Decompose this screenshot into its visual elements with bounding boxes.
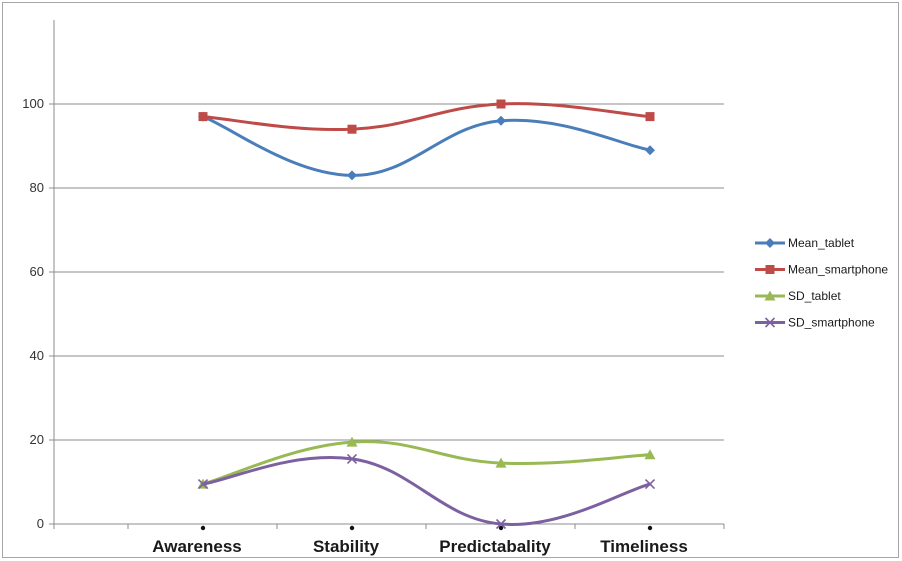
series-mean-tablet — [198, 111, 655, 181]
data-point-sd-smartphone — [346, 453, 358, 464]
x-category-label: Timeliness — [600, 537, 688, 556]
series-lines — [197, 99, 656, 530]
series-line-mean-smartphone — [201, 102, 652, 132]
x-category-label: Awareness — [152, 537, 241, 556]
category-dot — [498, 525, 504, 531]
legend-item-mean-tablet: Mean_tablet — [755, 236, 855, 250]
legend-label: Mean_tablet — [788, 236, 855, 250]
legend-label: SD_tablet — [788, 289, 841, 303]
data-point-sd-smartphone — [197, 479, 209, 490]
series-mean-smartphone — [198, 99, 655, 134]
x-category-labels: Awareness Stability Predictabality Timeline… — [152, 525, 688, 556]
category-dot — [647, 525, 653, 531]
series-line-sd-smartphone — [201, 456, 652, 526]
data-point-sd-tablet — [644, 449, 656, 460]
y-tick-label: 100 — [22, 96, 44, 111]
data-point-mean-tablet — [496, 115, 506, 126]
category-dot — [200, 525, 206, 531]
data-point-mean-smartphone — [496, 99, 506, 109]
y-tick-label: 0 — [37, 516, 44, 531]
y-tick-label: 60 — [30, 264, 44, 279]
data-point-mean-tablet — [645, 145, 655, 156]
legend-item-sd-tablet: SD_tablet — [755, 289, 841, 303]
legend: Mean_tablet Mean_smartphone SD_tablet SD_sm… — [755, 236, 888, 330]
series-sd-smartphone — [197, 453, 656, 530]
data-point-mean-smartphone — [198, 112, 208, 122]
data-point-mean-tablet — [347, 170, 357, 181]
data-point-sd-tablet — [346, 436, 358, 447]
x-category-label: Predictabality — [439, 537, 551, 556]
legend-marker — [765, 238, 775, 248]
y-tick-label: 40 — [30, 348, 44, 363]
legend-marker — [765, 265, 775, 274]
y-tick-labels: 0 20 40 60 80 100 — [22, 96, 44, 531]
legend-item-sd-smartphone: SD_smartphone — [755, 316, 875, 330]
series-line-sd-tablet — [201, 440, 652, 486]
data-point-mean-smartphone — [645, 112, 655, 122]
series-sd-tablet — [197, 436, 656, 489]
category-dot — [349, 525, 355, 531]
legend-item-mean-smartphone: Mean_smartphone — [755, 263, 888, 277]
data-point-sd-smartphone — [495, 518, 507, 530]
gridlines — [54, 103, 724, 441]
series-line-mean-tablet — [201, 115, 652, 177]
axes — [49, 20, 725, 529]
y-tick-label: 20 — [30, 432, 44, 447]
y-tick-label: 80 — [30, 180, 44, 195]
data-point-sd-smartphone — [644, 479, 656, 490]
legend-marker — [764, 317, 776, 328]
legend-label: SD_smartphone — [788, 316, 875, 330]
legend-marker — [764, 290, 776, 301]
data-point-sd-tablet — [495, 457, 507, 468]
data-point-mean-smartphone — [347, 124, 357, 134]
x-category-label: Stability — [313, 537, 380, 556]
line-chart: 0 20 40 60 80 100 Awareness Stability Predictab… — [22, 20, 888, 556]
legend-label: Mean_smartphone — [788, 263, 888, 277]
